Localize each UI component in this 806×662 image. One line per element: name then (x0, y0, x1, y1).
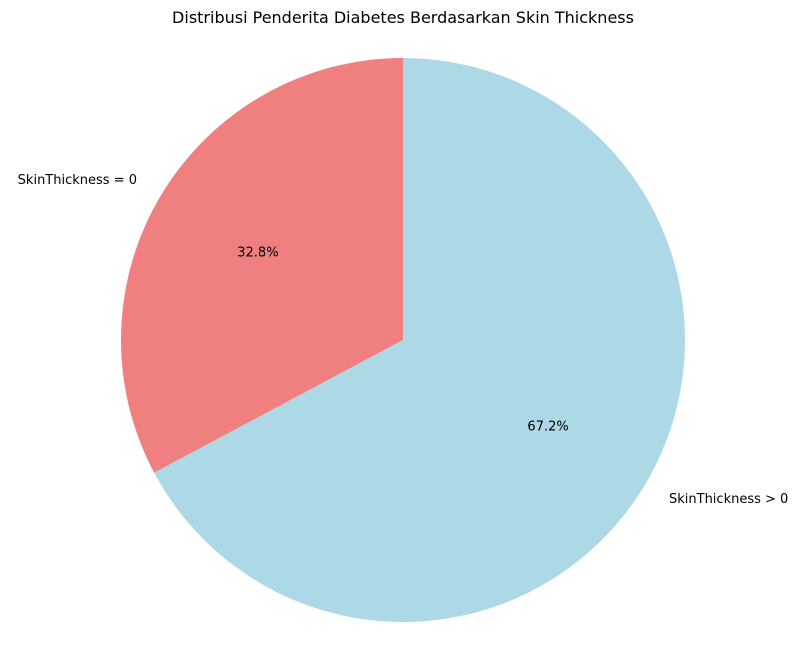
pie-slice-2 (154, 57, 686, 622)
pie-slices (121, 57, 686, 622)
chart-title: Distribusi Penderita Diabetes Berdasarka… (172, 8, 634, 27)
pie-labels: SkinThickness = 0 32.8% SkinThickness > 0 6… (18, 173, 789, 507)
slice-percent-1: 32.8% (237, 245, 278, 260)
pie-slice-1 (121, 58, 404, 473)
slice-percent-2: 67.2% (527, 420, 568, 435)
slice-label-1: SkinThickness = 0 (18, 173, 137, 188)
slice-label-2: SkinThickness > 0 (669, 492, 788, 507)
